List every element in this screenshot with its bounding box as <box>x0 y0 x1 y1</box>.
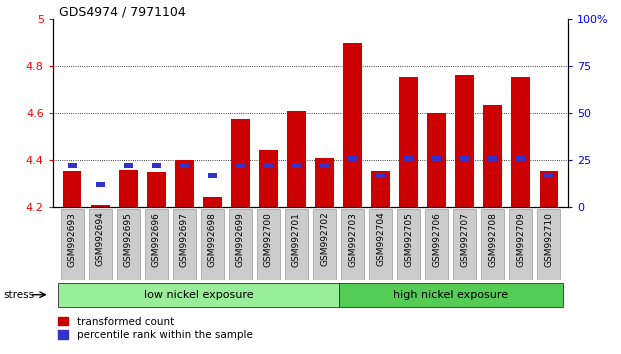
Bar <box>460 156 469 161</box>
Bar <box>229 209 252 280</box>
Legend: transformed count, percentile rank within the sample: transformed count, percentile rank withi… <box>58 317 253 340</box>
Bar <box>455 75 474 207</box>
Bar <box>152 163 161 169</box>
Bar <box>509 209 532 280</box>
Bar <box>427 113 446 207</box>
Text: GSM992707: GSM992707 <box>460 212 469 267</box>
Bar <box>119 170 137 207</box>
Text: stress: stress <box>3 290 34 300</box>
Text: GSM992701: GSM992701 <box>292 212 301 267</box>
Bar <box>203 196 222 207</box>
Bar <box>175 160 194 207</box>
Text: GSM992694: GSM992694 <box>96 212 105 267</box>
Text: GSM992700: GSM992700 <box>264 212 273 267</box>
Bar <box>58 283 338 307</box>
Bar <box>68 163 77 169</box>
Bar <box>260 150 278 207</box>
Bar <box>399 77 418 207</box>
Text: GSM992697: GSM992697 <box>180 212 189 267</box>
Bar <box>544 173 553 178</box>
Bar <box>516 156 525 161</box>
Bar <box>404 156 413 161</box>
Text: GSM992695: GSM992695 <box>124 212 133 267</box>
Bar <box>488 156 497 161</box>
Bar <box>320 163 329 169</box>
Bar <box>315 158 333 207</box>
Bar <box>484 105 502 207</box>
Bar <box>63 171 81 207</box>
Text: GSM992710: GSM992710 <box>544 212 553 267</box>
Bar <box>96 182 105 187</box>
Text: GSM992696: GSM992696 <box>152 212 161 267</box>
Bar <box>208 173 217 178</box>
Bar <box>453 209 476 280</box>
Bar <box>61 209 84 280</box>
Text: high nickel exposure: high nickel exposure <box>393 290 508 300</box>
Text: low nickel exposure: low nickel exposure <box>143 290 253 300</box>
Bar <box>89 209 112 280</box>
Bar <box>397 209 420 280</box>
Bar <box>147 172 166 207</box>
Text: GSM992693: GSM992693 <box>68 212 77 267</box>
Text: GSM992699: GSM992699 <box>236 212 245 267</box>
Bar <box>481 209 504 280</box>
Bar <box>180 163 189 169</box>
Text: GSM992703: GSM992703 <box>348 212 357 267</box>
Bar <box>285 209 307 280</box>
Text: GDS4974 / 7971104: GDS4974 / 7971104 <box>59 5 186 18</box>
Bar <box>371 171 389 207</box>
Bar <box>292 163 301 169</box>
Text: GSM992702: GSM992702 <box>320 212 329 267</box>
Bar <box>173 209 196 280</box>
Bar <box>257 209 279 280</box>
Bar <box>376 173 385 178</box>
Bar <box>117 209 140 280</box>
Bar <box>288 111 306 207</box>
Bar <box>232 119 250 207</box>
Bar <box>236 163 245 169</box>
Bar <box>432 156 441 161</box>
Bar <box>540 171 558 207</box>
Bar <box>145 209 168 280</box>
Bar <box>264 163 273 169</box>
Bar <box>314 209 336 280</box>
Bar <box>369 209 392 280</box>
Bar <box>124 163 133 169</box>
Text: GSM992704: GSM992704 <box>376 212 385 267</box>
Text: GSM992706: GSM992706 <box>432 212 441 267</box>
Bar <box>425 209 448 280</box>
Bar <box>537 209 560 280</box>
Bar <box>91 205 109 207</box>
Bar <box>201 209 224 280</box>
Bar <box>338 283 563 307</box>
Bar <box>512 77 530 207</box>
Bar <box>348 156 357 161</box>
Text: GSM992698: GSM992698 <box>208 212 217 267</box>
Bar <box>342 209 364 280</box>
Text: GSM992708: GSM992708 <box>488 212 497 267</box>
Text: GSM992709: GSM992709 <box>516 212 525 267</box>
Bar <box>343 43 361 207</box>
Text: GSM992705: GSM992705 <box>404 212 413 267</box>
